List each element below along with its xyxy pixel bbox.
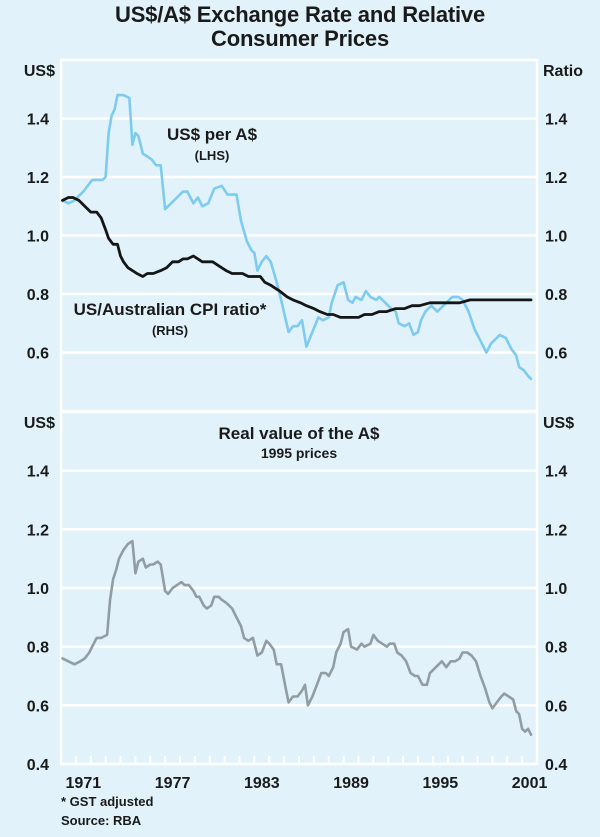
grid-layer: [59, 58, 539, 766]
x-tick-label: 1977: [155, 775, 191, 792]
label-backdrop: [63, 297, 277, 339]
series-label-usd-per-aud: US$ per A$: [167, 125, 258, 144]
series-sublabel-rhs: (RHS): [152, 323, 188, 338]
panel-subtitle: 1995 prices: [261, 445, 337, 461]
label-layer: 0.6 0.6 0.8 0.8 1.0 1.0 1.2 1.2 1.4 1.4 US$ Ratio 0.…: [24, 63, 583, 792]
y-tick-label-left: 1.4: [27, 112, 49, 129]
chart-title: US$/A$ Exchange Rate and Relative Consum…: [0, 3, 600, 51]
y-tick-label-right: 1.4: [545, 112, 567, 129]
y-axis-label-right: Ratio: [543, 63, 583, 80]
y-tick-label-left: 1.0: [27, 581, 49, 598]
y-tick-label-right: 0.8: [545, 640, 567, 657]
series-line-us-australian-cpi-ratio: [61, 196, 533, 319]
y-tick-label-right: 0.6: [545, 698, 567, 715]
x-tick-label: 1971: [66, 775, 102, 792]
y-tick-label-right: 1.0: [545, 229, 567, 246]
series-sublabel-lhs: (LHS): [195, 148, 230, 163]
y-tick-label-right: 1.4: [545, 464, 567, 481]
source-note: Source: RBA: [61, 813, 142, 828]
chart-title-line-2: Consumer Prices: [211, 26, 389, 51]
y-axis-label-left: US$: [24, 63, 55, 80]
y-tick-label-right: 0.6: [545, 346, 567, 363]
chart-title-line-1: US$/A$ Exchange Rate and Relative: [115, 2, 485, 27]
y-tick-label-right: 0.4: [545, 757, 567, 774]
y-tick-label-left: 0.4: [27, 757, 49, 774]
y-tick-label-left: 1.4: [27, 464, 49, 481]
y-axis-label-left: US$: [24, 415, 55, 432]
y-tick-label-left: 0.8: [27, 640, 49, 657]
y-tick-label-left: 1.2: [27, 170, 49, 187]
x-tick-label: 1995: [423, 775, 459, 792]
x-tick-label: 1989: [333, 775, 369, 792]
x-tick-label: 1983: [244, 775, 280, 792]
y-tick-label-left: 0.6: [27, 698, 49, 715]
y-tick-label-left: 1.0: [27, 229, 49, 246]
y-tick-label-right: 1.2: [545, 522, 567, 539]
y-tick-label-right: 0.8: [545, 287, 567, 304]
series-label-cpi-ratio: US/Australian CPI ratio*: [74, 300, 267, 319]
y-tick-label-left: 1.2: [27, 522, 49, 539]
y-axis-label-right: US$: [543, 415, 574, 432]
series-line-real-value-of-the-a: [61, 539, 533, 736]
y-tick-label-left: 0.6: [27, 346, 49, 363]
series-layer: [61, 93, 533, 736]
y-tick-label-right: 1.0: [545, 581, 567, 598]
y-tick-label-left: 0.8: [27, 287, 49, 304]
series-line-us-per-a: [61, 93, 533, 381]
panel-title-real-value: Real value of the A$: [219, 424, 380, 443]
x-tick-label: 2001: [512, 775, 548, 792]
footnote: * GST adjusted: [61, 794, 154, 809]
y-tick-label-right: 1.2: [545, 170, 567, 187]
